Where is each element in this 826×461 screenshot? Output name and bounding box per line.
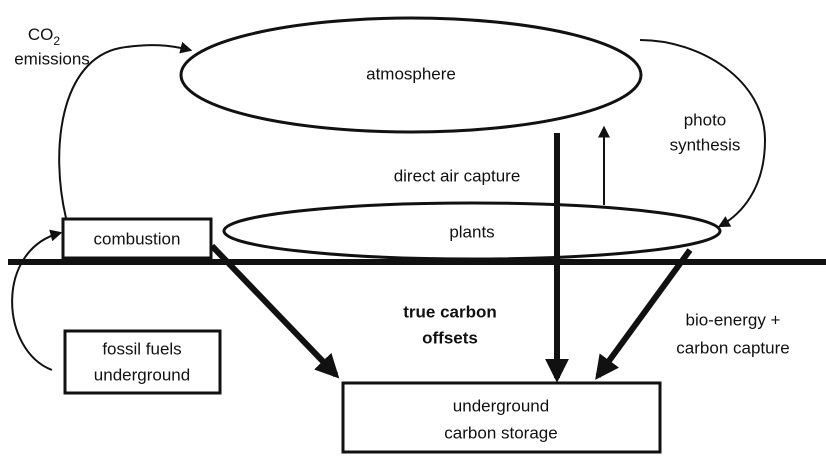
storage-node xyxy=(341,381,662,454)
combustion-storage-arrow xyxy=(209,243,340,379)
dac-label: direct air capture xyxy=(394,166,521,185)
atmosphere-node xyxy=(179,16,643,134)
photo-label: photo xyxy=(684,110,727,129)
plants-label: plants xyxy=(449,222,494,241)
fossil-arrow xyxy=(11,229,63,371)
storage-label: carbon storage xyxy=(444,423,557,442)
beccs-label: carbon capture xyxy=(676,338,789,357)
photosynthesis-arrow xyxy=(639,39,767,228)
fossil-node xyxy=(63,329,222,395)
co2-main: CO xyxy=(28,25,54,44)
beccs-arrow xyxy=(595,248,693,380)
emissions-label: emissions xyxy=(14,49,90,68)
offsets-label: offsets xyxy=(422,328,478,347)
emissions-arrow xyxy=(58,41,193,219)
co2-sub: 2 xyxy=(53,34,60,48)
offsets-label: true carbon xyxy=(403,302,497,321)
combustion-node xyxy=(61,217,213,260)
photo-label: synthesis xyxy=(670,135,741,154)
beccs-label: bio-energy + xyxy=(686,310,781,329)
combustion-label: combustion xyxy=(94,229,181,248)
co2-label: CO2 xyxy=(28,25,61,48)
storage-label: underground xyxy=(453,396,549,415)
fossil-label: fossil fuels xyxy=(102,339,181,358)
fossil-label: underground xyxy=(94,365,190,384)
atmosphere-label: atmosphere xyxy=(366,64,456,83)
